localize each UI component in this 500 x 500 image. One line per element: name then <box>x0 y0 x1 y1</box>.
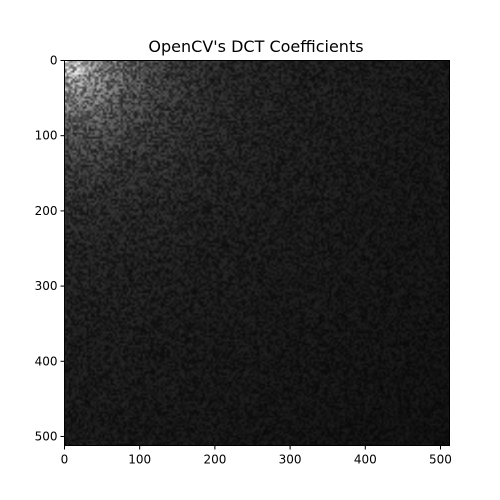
x-axis: 0 100 200 300 400 500 <box>61 445 452 467</box>
chart-title: OpenCV's DCT Coefficients <box>148 37 363 56</box>
x-tick-label: 200 <box>203 453 226 467</box>
axes-frame <box>64 60 450 446</box>
x-tick-label: 100 <box>128 453 151 467</box>
y-tick-label: 400 <box>35 354 58 368</box>
y-axis: 0 100 200 300 400 500 <box>35 54 65 443</box>
y-tick-label: 300 <box>35 279 58 293</box>
x-tick-label: 300 <box>279 453 302 467</box>
y-tick-label: 0 <box>50 54 58 68</box>
y-tick-label: 200 <box>35 204 58 218</box>
heatmap-image-layer <box>64 60 450 446</box>
y-tick-label: 100 <box>35 129 58 143</box>
heatmap-image <box>64 60 450 446</box>
x-tick-label: 400 <box>354 453 377 467</box>
x-tick-label: 500 <box>429 453 452 467</box>
x-tick-label: 0 <box>61 453 69 467</box>
y-tick-label: 500 <box>35 429 58 443</box>
